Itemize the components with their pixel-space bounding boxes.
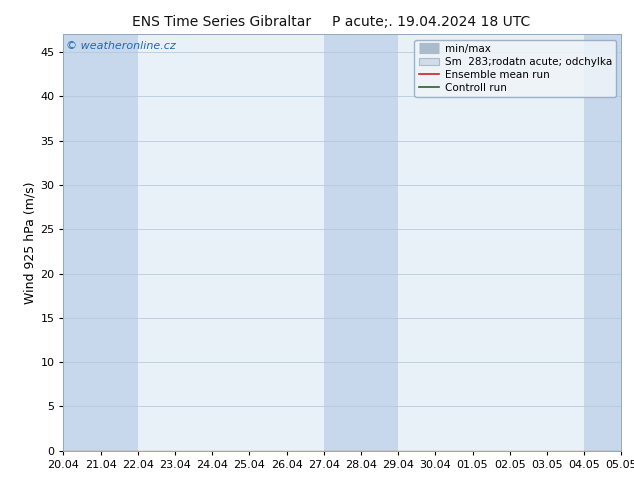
Bar [584, 34, 621, 451]
Bar [63, 34, 101, 451]
Text: P acute;. 19.04.2024 18 UTC: P acute;. 19.04.2024 18 UTC [332, 15, 530, 29]
Bar [324, 34, 361, 451]
Text: © weatheronline.cz: © weatheronline.cz [66, 41, 176, 50]
Bar [361, 34, 398, 451]
Text: ENS Time Series Gibraltar: ENS Time Series Gibraltar [133, 15, 311, 29]
Bar [101, 34, 138, 451]
Y-axis label: Wind 925 hPa (m/s): Wind 925 hPa (m/s) [23, 181, 36, 304]
Legend: min/max, Sm  283;rodatn acute; odchylka, Ensemble mean run, Controll run: min/max, Sm 283;rodatn acute; odchylka, … [415, 40, 616, 97]
